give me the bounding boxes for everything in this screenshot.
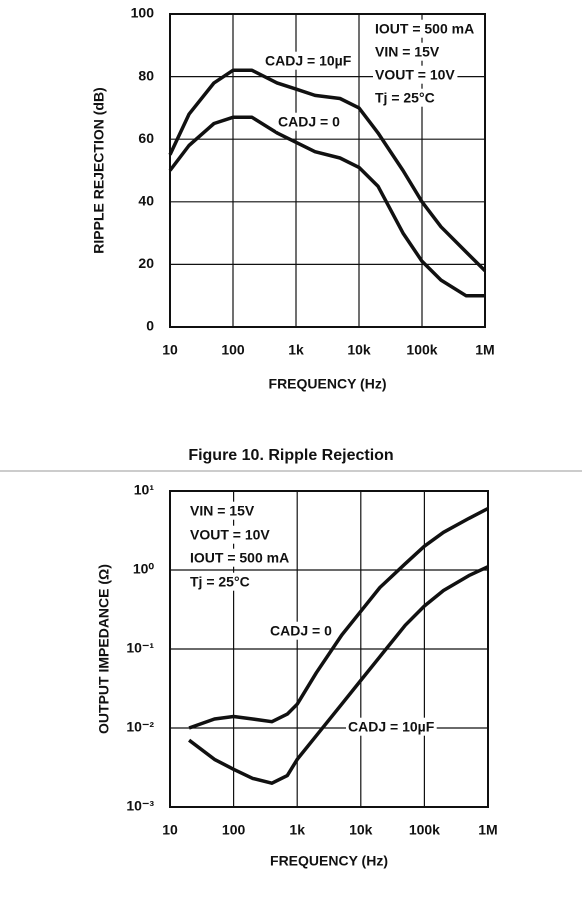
x-axis-label: FREQUENCY (Hz) — [270, 853, 388, 869]
x-tick-label: 10k — [349, 822, 373, 838]
series-line — [188, 565, 489, 785]
y-tick-label: 0 — [146, 318, 154, 334]
x-tick-label: 100 — [221, 342, 245, 358]
series-label-bg — [276, 112, 343, 131]
x-tick-label: 1k — [289, 822, 305, 838]
annotation: VOUT = 10V — [190, 527, 270, 543]
y-axis-label: RIPPLE REJECTION (dB) — [91, 87, 107, 253]
y-tick-label: 10¹ — [134, 482, 155, 498]
annotation: IOUT = 500 mA — [375, 21, 474, 37]
series-label: CADJ = 0 — [270, 623, 332, 639]
annotation-bg — [373, 19, 477, 38]
series-label-bg — [346, 717, 437, 736]
x-tick-label: 10 — [162, 822, 178, 838]
annotation-bg — [373, 88, 437, 107]
series-line — [168, 68, 487, 272]
x-tick-label: 10k — [347, 342, 371, 358]
series-label-bg — [268, 621, 335, 640]
figure-caption: Figure 10. Ripple Rejection — [188, 447, 393, 464]
x-axis-label: FREQUENCY (Hz) — [269, 376, 387, 392]
annotation-bg — [188, 501, 257, 520]
y-axis-label: OUTPUT IMPEDANCE (Ω) — [96, 564, 112, 734]
x-tick-label: 100 — [222, 822, 246, 838]
y-tick-label: 40 — [138, 193, 154, 209]
y-tick-label: 10⁻¹ — [126, 640, 154, 656]
x-tick-label: 100k — [409, 822, 440, 838]
y-tick-label: 10⁻² — [126, 719, 154, 735]
y-tick-label: 80 — [138, 67, 154, 83]
annotation-bg — [373, 65, 458, 84]
annotation-bg — [188, 548, 292, 567]
y-tick-label: 10⁻³ — [126, 798, 154, 814]
annotation-bg — [188, 572, 252, 591]
x-tick-label: 1k — [288, 342, 304, 358]
series-label: CADJ = 10µF — [348, 719, 435, 735]
x-tick-label: 1M — [478, 822, 497, 838]
series-line — [168, 115, 485, 298]
y-tick-label: 20 — [138, 255, 154, 271]
series-label-bg — [263, 51, 354, 70]
annotation: Tj = 25°C — [190, 574, 250, 590]
annotation: Tj = 25°C — [375, 90, 435, 106]
annotation: IOUT = 500 mA — [190, 550, 289, 566]
x-tick-label: 100k — [406, 342, 437, 358]
annotation: VIN = 15V — [375, 44, 440, 60]
series-label: CADJ = 10µF — [265, 53, 352, 69]
series-line — [188, 506, 489, 730]
series-label: CADJ = 0 — [278, 114, 340, 130]
annotation: VIN = 15V — [190, 503, 255, 519]
y-tick-label: 100 — [131, 5, 155, 21]
annotation-bg — [373, 42, 442, 61]
annotation: VOUT = 10V — [375, 67, 455, 83]
x-tick-label: 1M — [475, 342, 494, 358]
x-tick-label: 10 — [162, 342, 178, 358]
annotation-bg — [188, 525, 273, 544]
y-tick-label: 60 — [138, 130, 154, 146]
y-tick-label: 10⁰ — [133, 561, 155, 577]
